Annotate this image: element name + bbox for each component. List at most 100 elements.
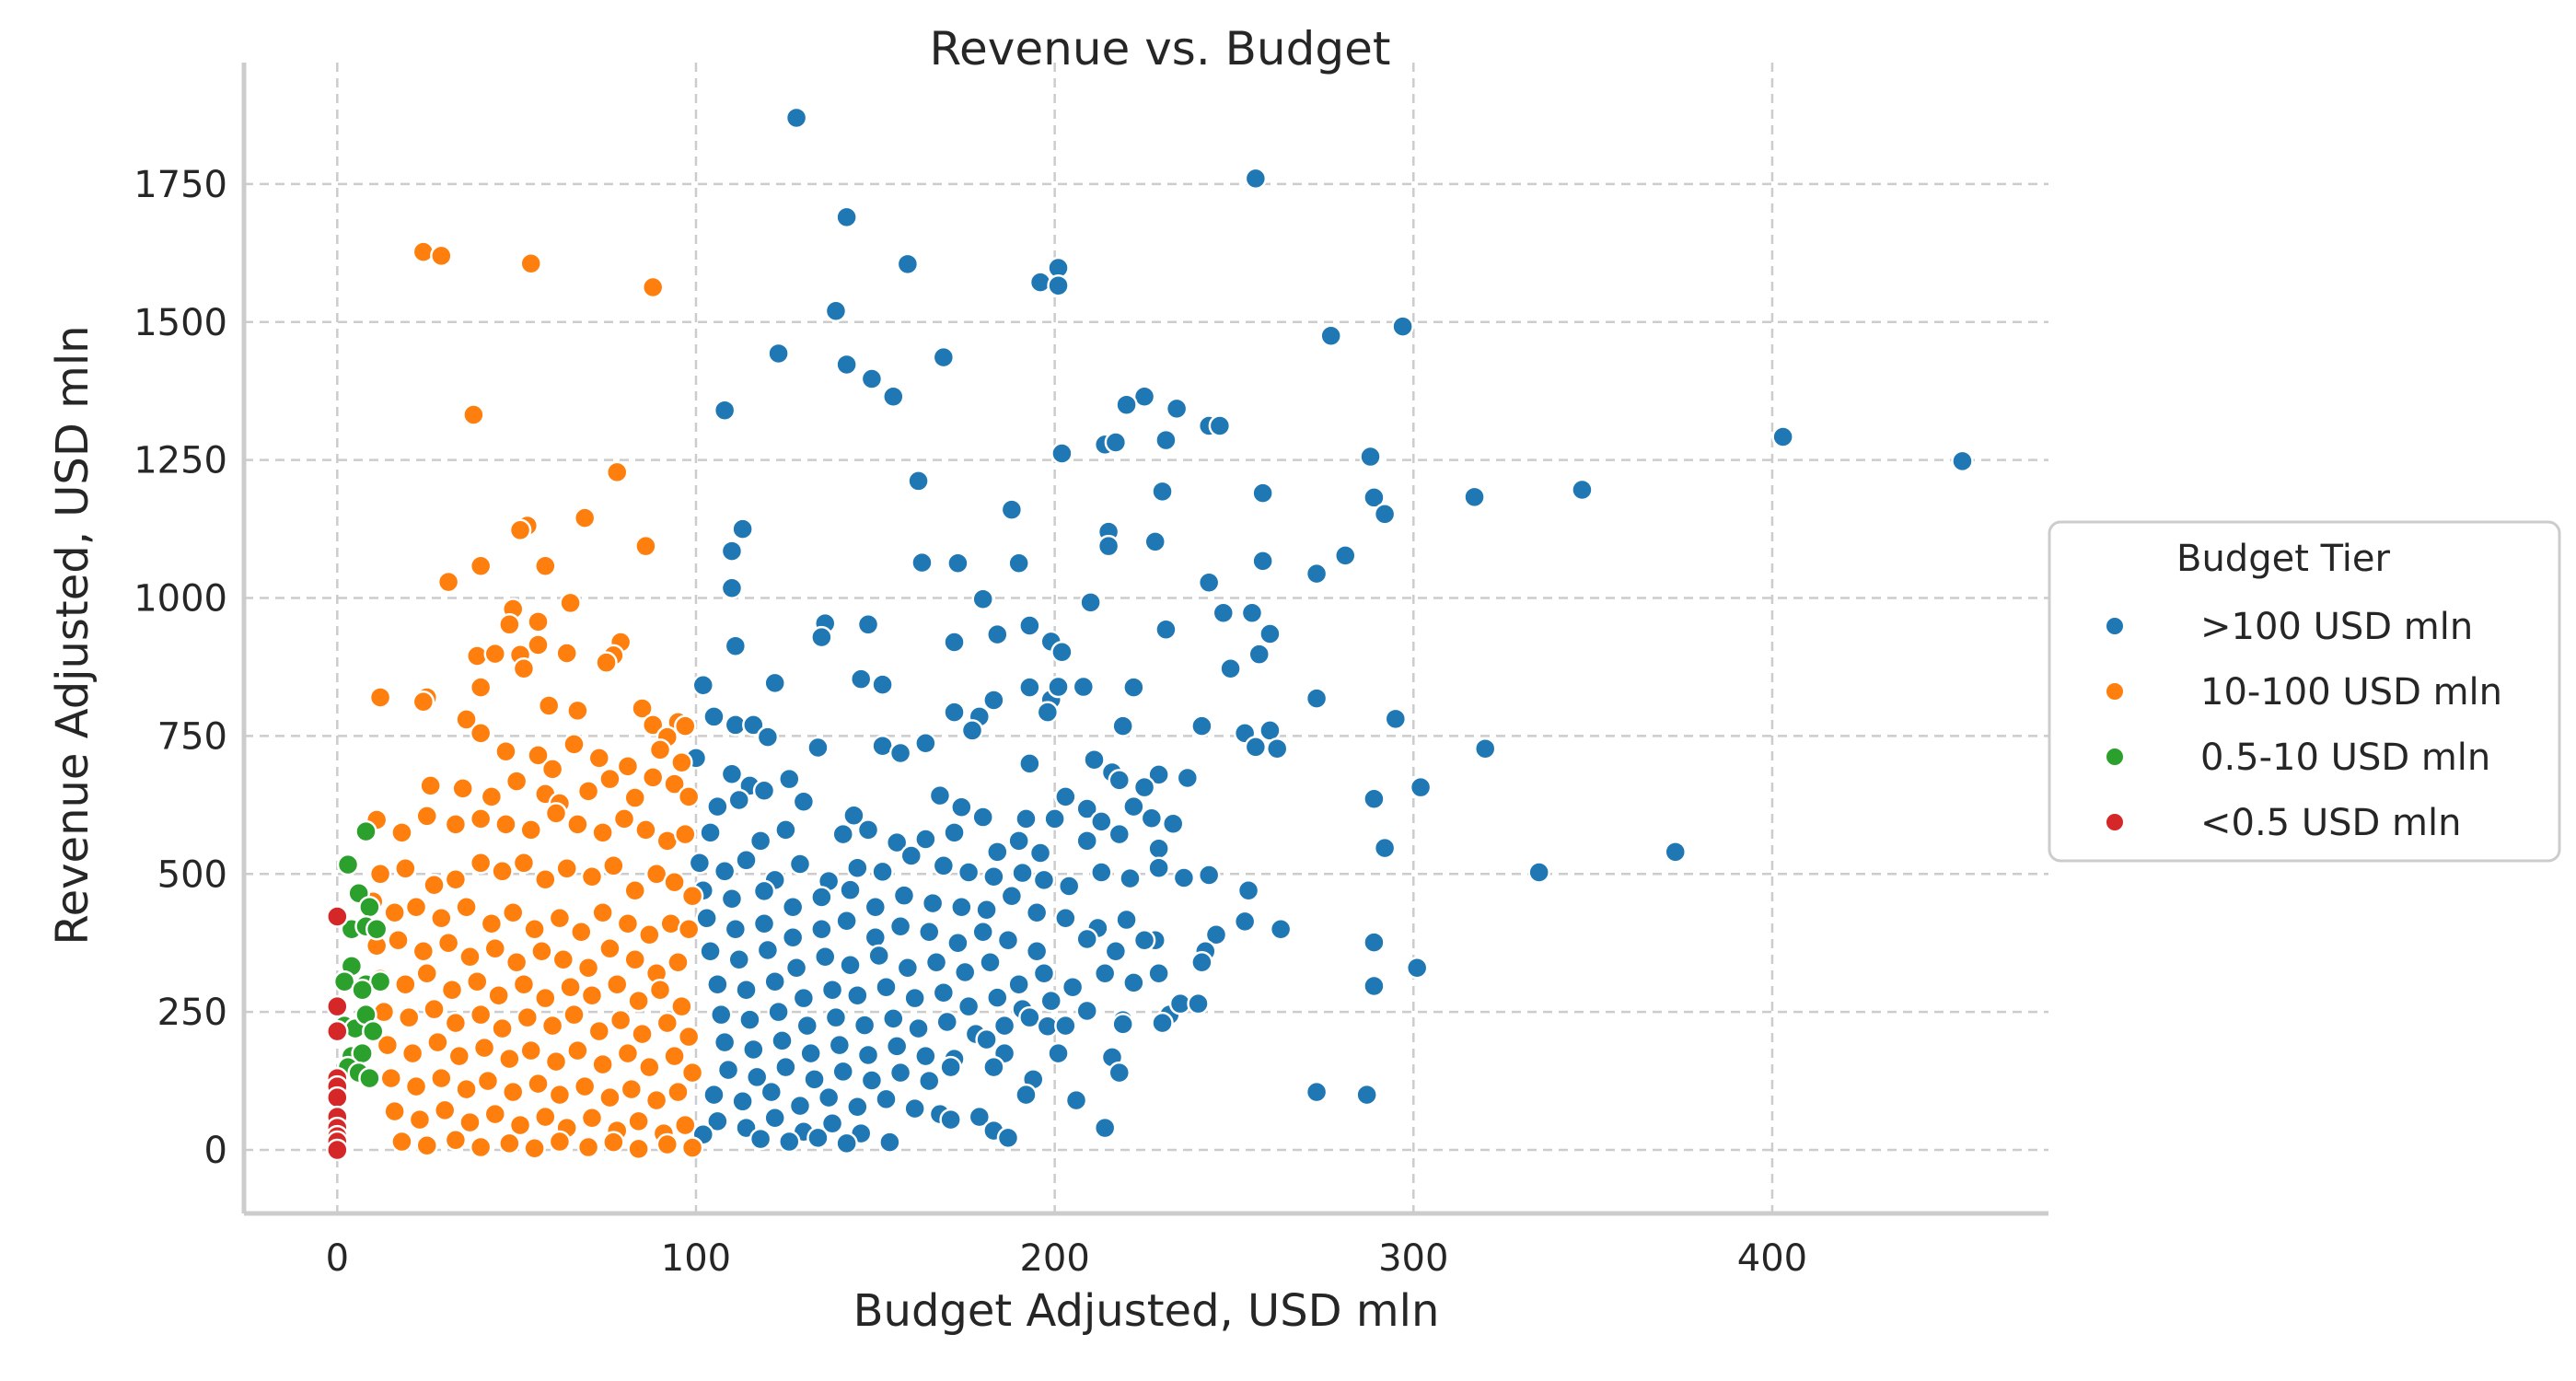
data-point xyxy=(677,1025,701,1049)
data-point xyxy=(498,613,521,636)
data-point xyxy=(1104,431,1128,454)
data-point xyxy=(512,852,536,875)
data-point xyxy=(620,1077,644,1101)
data-point xyxy=(932,345,956,369)
data-point xyxy=(824,299,848,323)
y-tick-label: 500 xyxy=(157,853,227,896)
data-point xyxy=(1204,923,1228,946)
data-point xyxy=(1047,273,1070,297)
data-point xyxy=(1090,861,1113,884)
data-point xyxy=(1151,480,1174,504)
data-point xyxy=(444,1129,468,1152)
data-point xyxy=(627,989,650,1013)
data-point xyxy=(745,1065,769,1089)
legend-box xyxy=(2048,520,2561,863)
data-point xyxy=(591,901,614,924)
data-point xyxy=(864,925,888,949)
data-point xyxy=(731,517,754,540)
data-point xyxy=(986,622,1009,646)
data-point xyxy=(727,788,750,812)
data-point xyxy=(1155,428,1178,452)
data-point xyxy=(806,736,830,760)
data-point xyxy=(576,780,600,803)
data-point xyxy=(498,1047,521,1071)
data-point xyxy=(580,865,604,888)
legend-marker xyxy=(2105,681,2125,702)
data-point xyxy=(817,1085,841,1109)
data-point xyxy=(505,770,528,793)
data-point xyxy=(426,1030,449,1054)
data-point xyxy=(534,1105,557,1129)
data-point xyxy=(368,969,392,993)
data-point xyxy=(957,861,981,884)
data-point xyxy=(846,856,869,879)
data-point xyxy=(1115,393,1138,416)
data-point xyxy=(379,1066,403,1090)
data-point xyxy=(763,1107,786,1130)
chart-title: Revenue vs. Budget xyxy=(930,22,1391,75)
data-point xyxy=(799,1041,822,1065)
data-point xyxy=(1140,807,1164,830)
data-point xyxy=(667,1080,690,1104)
data-point xyxy=(971,920,994,944)
data-point xyxy=(519,251,542,275)
x-tick-label: 0 xyxy=(326,1237,349,1280)
data-point xyxy=(835,910,858,933)
series-1 xyxy=(362,240,704,1161)
data-point xyxy=(631,697,654,720)
data-point xyxy=(670,994,693,1018)
data-point xyxy=(1236,879,1260,902)
data-point xyxy=(1251,550,1274,573)
data-point xyxy=(875,975,898,999)
data-point xyxy=(469,676,493,699)
data-point xyxy=(390,821,413,844)
data-point xyxy=(394,972,417,996)
data-point xyxy=(376,1033,400,1057)
data-points xyxy=(326,106,1974,1162)
data-point xyxy=(888,914,912,938)
data-point xyxy=(713,1030,737,1054)
data-point xyxy=(939,1108,962,1131)
data-point xyxy=(404,896,428,919)
data-point xyxy=(616,755,640,778)
legend-marker xyxy=(2105,616,2125,636)
data-point xyxy=(501,901,525,924)
data-point xyxy=(1075,999,1098,1023)
data-point xyxy=(835,353,858,377)
data-point xyxy=(412,240,435,263)
data-point xyxy=(699,939,722,963)
data-point xyxy=(784,956,808,980)
data-point xyxy=(1172,866,1196,889)
data-point xyxy=(598,1085,621,1109)
data-point xyxy=(483,936,507,960)
data-point xyxy=(455,1077,478,1101)
data-point xyxy=(763,671,786,695)
data-point xyxy=(899,844,923,867)
data-point xyxy=(720,888,744,911)
data-point xyxy=(663,1044,686,1068)
data-point xyxy=(888,741,912,765)
data-point xyxy=(831,1060,854,1084)
data-point xyxy=(469,554,493,578)
data-point xyxy=(996,928,1020,952)
data-point xyxy=(1036,701,1060,724)
data-point xyxy=(674,1113,697,1137)
data-point xyxy=(1050,442,1073,465)
data-point xyxy=(767,1000,790,1024)
data-point xyxy=(573,1074,597,1098)
data-point xyxy=(616,1041,640,1065)
data-point xyxy=(839,953,862,977)
data-point xyxy=(1111,1013,1134,1036)
data-point xyxy=(641,275,665,299)
data-point xyxy=(458,1110,482,1134)
data-point xyxy=(595,651,618,674)
data-point xyxy=(527,610,550,633)
data-point xyxy=(1018,614,1041,637)
data-point xyxy=(892,884,916,907)
data-point xyxy=(795,1014,819,1038)
data-point xyxy=(1039,989,1062,1013)
data-point xyxy=(742,1038,765,1062)
data-point xyxy=(351,978,374,1002)
data-point xyxy=(469,722,493,745)
data-point xyxy=(992,1014,1016,1038)
